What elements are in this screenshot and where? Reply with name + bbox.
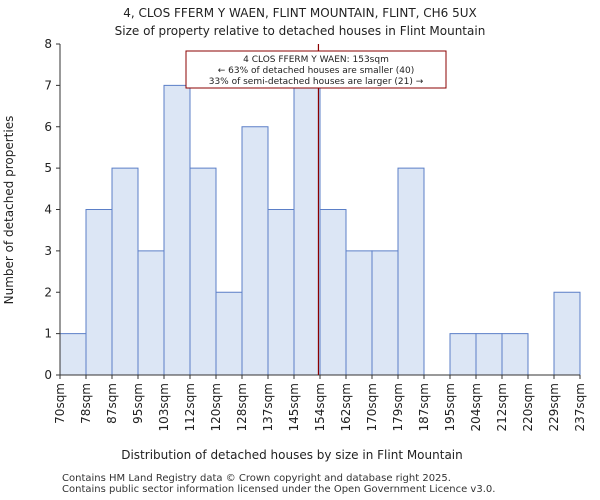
bar-162sqm	[345, 250, 373, 376]
y-tick-label: 4	[44, 203, 52, 217]
bar-195sqm	[449, 333, 477, 376]
y-axis-title: Number of detached properties	[2, 116, 16, 305]
x-tick-label: 220sqm	[521, 383, 535, 431]
x-tick-label: 78sqm	[79, 383, 93, 424]
x-tick-label: 212sqm	[495, 383, 509, 431]
footer-line-1: Contains HM Land Registry data © Crown c…	[62, 473, 451, 484]
chart-title: 4, CLOS FFERM Y WAEN, FLINT MOUNTAIN, FL…	[123, 6, 477, 20]
x-tick-label: 195sqm	[443, 383, 457, 431]
y-tick-label: 1	[44, 327, 52, 341]
x-tick-label: 154sqm	[313, 383, 327, 431]
chart-footer: Contains HM Land Registry data © Crown c…	[62, 473, 495, 495]
y-tick-label: 6	[44, 120, 52, 134]
y-tick-label: 2	[44, 285, 52, 299]
bar-103sqm	[163, 84, 191, 376]
bar-87sqm	[111, 167, 139, 376]
footer-line-2: Contains public sector information licen…	[62, 484, 496, 495]
bar-95sqm	[137, 250, 165, 376]
bar-120sqm	[215, 291, 243, 376]
x-tick-label: 162sqm	[339, 383, 353, 431]
y-tick-label: 7	[44, 78, 52, 92]
bar-179sqm	[397, 167, 425, 376]
x-tick-label: 95sqm	[131, 383, 145, 424]
bar-145sqm	[293, 84, 321, 376]
bar-170sqm	[371, 250, 399, 376]
x-tick-label: 145sqm	[287, 383, 301, 431]
annotation-line-2: ← 63% of detached houses are smaller (40…	[218, 66, 415, 76]
x-tick-label: 237sqm	[573, 383, 587, 431]
bar-212sqm	[501, 333, 529, 376]
plot-area: 0 1 2 3 4 5 6 7 8 70sqm 78sqm 87sqm 95sqm 103sqm 112sq…	[44, 37, 587, 431]
bar-70sqm	[59, 333, 87, 376]
annotation-box	[185, 50, 447, 89]
x-tick-label: 137sqm	[261, 383, 275, 431]
x-tick-label: 204sqm	[469, 383, 483, 431]
y-tick-label: 3	[44, 244, 52, 258]
bar-229sqm	[553, 291, 581, 376]
annotation-line-1: 4 CLOS FFERM Y WAEN: 153sqm	[243, 55, 389, 65]
bar-128sqm	[241, 126, 269, 376]
y-tick-label: 8	[44, 37, 52, 51]
x-tick-label: 187sqm	[417, 383, 431, 431]
x-tick-label: 103sqm	[157, 383, 171, 431]
x-tick-label: 112sqm	[183, 383, 197, 431]
bar-112sqm	[189, 167, 217, 376]
x-tick-label: 179sqm	[391, 383, 405, 431]
bar-78sqm	[85, 209, 113, 376]
bar-137sqm	[267, 209, 295, 376]
chart-subtitle: Size of property relative to detached ho…	[115, 24, 486, 38]
annotation-line-3: 33% of semi-detached houses are larger (…	[209, 77, 424, 87]
bar-204sqm	[475, 333, 503, 376]
y-tick-label: 0	[44, 368, 52, 382]
x-tick-label: 87sqm	[105, 383, 119, 424]
x-tick-label: 128sqm	[235, 383, 249, 431]
x-tick-label: 229sqm	[547, 383, 561, 431]
y-tick-label: 5	[44, 161, 52, 175]
x-axis-title: Distribution of detached houses by size …	[121, 448, 463, 462]
x-tick-label: 170sqm	[365, 383, 379, 431]
x-tick-label: 120sqm	[209, 383, 223, 431]
x-tick-label: 70sqm	[53, 383, 67, 424]
bar-154sqm	[319, 209, 347, 376]
